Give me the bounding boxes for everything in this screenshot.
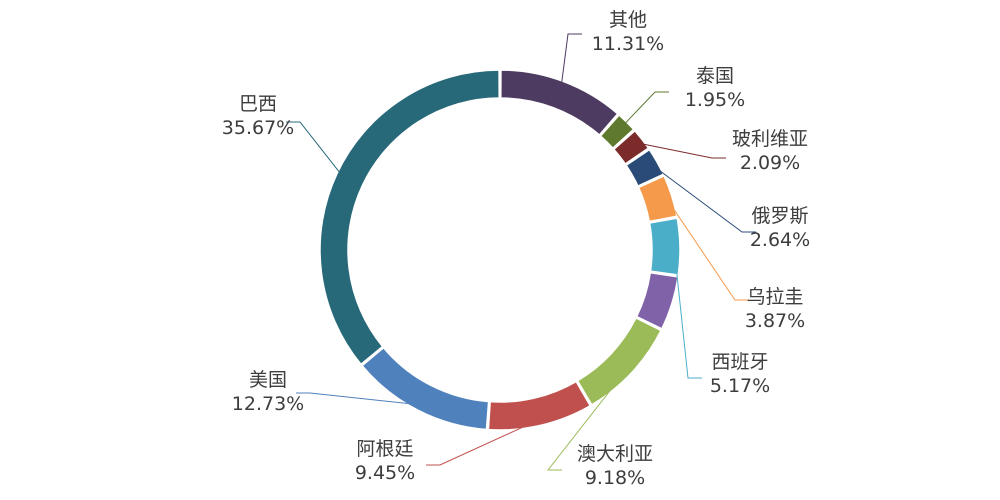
leader-line-巴西 bbox=[286, 121, 343, 177]
slice-乌拉圭 bbox=[637, 174, 678, 223]
slices-group bbox=[319, 69, 681, 431]
slice-value-label: 5.17% bbox=[710, 375, 770, 397]
leader-line-美国 bbox=[296, 392, 421, 406]
slice-name-label: 美国 bbox=[249, 369, 287, 391]
leader-line-澳大利亚 bbox=[546, 368, 628, 471]
leader-line-乌拉圭 bbox=[665, 197, 749, 301]
slice-name-label: 巴西 bbox=[239, 93, 277, 115]
slice-name-label: 西班牙 bbox=[711, 351, 768, 373]
slice-name-label: 俄罗斯 bbox=[751, 205, 808, 227]
slice-阿根廷 bbox=[487, 380, 592, 431]
slice-unlabeled-6 bbox=[635, 271, 679, 330]
leader-line-阿根廷 bbox=[426, 418, 540, 466]
slice-value-label: 9.45% bbox=[355, 462, 415, 484]
slice-value-label: 11.31% bbox=[592, 33, 664, 55]
slice-美国 bbox=[361, 346, 490, 431]
slice-name-label: 其他 bbox=[609, 9, 647, 31]
leader-lines-group bbox=[286, 33, 756, 471]
slice-value-label: 2.09% bbox=[740, 152, 800, 174]
slice-value-label: 9.18% bbox=[585, 467, 645, 489]
slice-value-label: 35.67% bbox=[222, 117, 294, 139]
leader-line-玻利维亚 bbox=[637, 142, 726, 159]
slice-西班牙 bbox=[648, 217, 681, 276]
slice-name-label: 澳大利亚 bbox=[577, 443, 653, 465]
leader-line-俄罗斯 bbox=[651, 164, 756, 233]
slice-name-label: 乌拉圭 bbox=[746, 286, 803, 308]
slice-value-label: 1.95% bbox=[685, 89, 745, 111]
slice-value-label: 12.73% bbox=[232, 393, 304, 415]
slice-name-label: 泰国 bbox=[696, 65, 734, 87]
slice-巴西 bbox=[319, 69, 500, 366]
slice-澳大利亚 bbox=[576, 316, 663, 406]
slice-name-label: 玻利维亚 bbox=[732, 128, 808, 150]
slice-其他 bbox=[500, 69, 619, 137]
leader-line-西班牙 bbox=[673, 246, 702, 379]
leader-line-其他 bbox=[560, 33, 582, 88]
slice-玻利维亚 bbox=[612, 129, 650, 165]
slice-俄罗斯 bbox=[625, 148, 665, 188]
leader-line-泰国 bbox=[621, 91, 669, 127]
slice-value-label: 3.87% bbox=[745, 310, 805, 332]
slice-value-label: 2.64% bbox=[750, 229, 810, 251]
slice-name-label: 阿根廷 bbox=[356, 438, 413, 460]
